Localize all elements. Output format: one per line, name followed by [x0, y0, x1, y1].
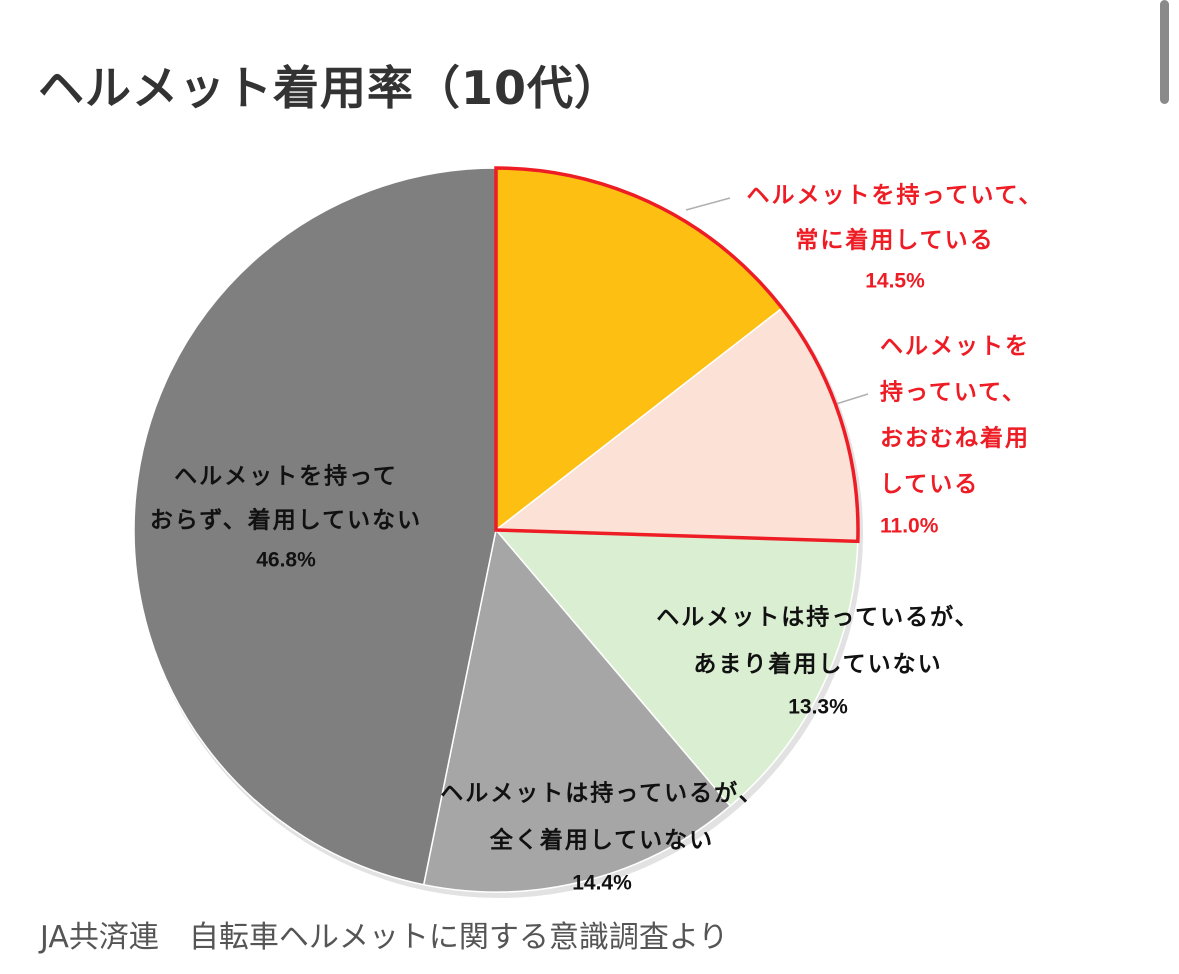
slice-label-group-4: ヘルメットは持っているが、全く着用していない 14.4% — [440, 780, 763, 895]
slice-labels: ヘルメットを持っていて、常に着用している14.5%ヘルメットを持っていて、おおむ… — [150, 183, 1043, 895]
slice-label-line: している — [880, 472, 979, 498]
slice-label-line: ヘルメットを持って — [174, 464, 398, 490]
slice-label-line: ヘルメットは持っているが、 — [656, 604, 979, 631]
pie-slice-4 — [422, 528, 732, 893]
slice-label-line: 全く着用していない — [489, 827, 714, 854]
slice-label-group-1: ヘルメットを持っていて、常に着用している 14.5% — [746, 183, 1043, 293]
slice-label-line: ヘルメットを持っていて、 — [746, 183, 1043, 209]
highlight-outline — [494, 166, 860, 544]
slice-label-line: あまり着用していない — [693, 651, 942, 678]
slice-label-line: おらず、着用していない — [150, 507, 422, 534]
chart-title: ヘルメット着用率（10代） — [38, 61, 622, 115]
highlight-outline — [494, 166, 860, 544]
slice-label-line: 常に着用している — [795, 227, 994, 254]
slice-value-label: 14.4% — [572, 872, 632, 895]
slice-value-label: 14.5% — [865, 270, 925, 293]
slice-value-label: 46.8% — [256, 549, 316, 572]
leader-line-2 — [835, 393, 869, 405]
slice-label-line: 持っていて、 — [880, 380, 1027, 406]
leader-lines — [685, 197, 869, 405]
pie-slice-3 — [494, 529, 859, 808]
slice-label-group-3: ヘルメットは持っているが、あまり着用していない 13.3% — [656, 604, 979, 719]
slice-value-label: 11.0% — [880, 515, 939, 538]
slice-label-line: おおむね着用 — [880, 425, 1030, 452]
slice-label-line: ヘルメットを — [880, 334, 1030, 360]
slice-label-line: ヘルメットは持っているが、 — [440, 780, 763, 807]
scrollbar[interactable] — [1160, 0, 1169, 104]
source-caption: JA共済連 自転車ヘルメットに関する意識調査より — [40, 920, 729, 955]
pie-slice-5 — [133, 167, 497, 886]
slice-value-label: 13.3% — [788, 696, 848, 719]
pie-slices — [133, 167, 863, 898]
leader-line-1 — [685, 197, 731, 211]
